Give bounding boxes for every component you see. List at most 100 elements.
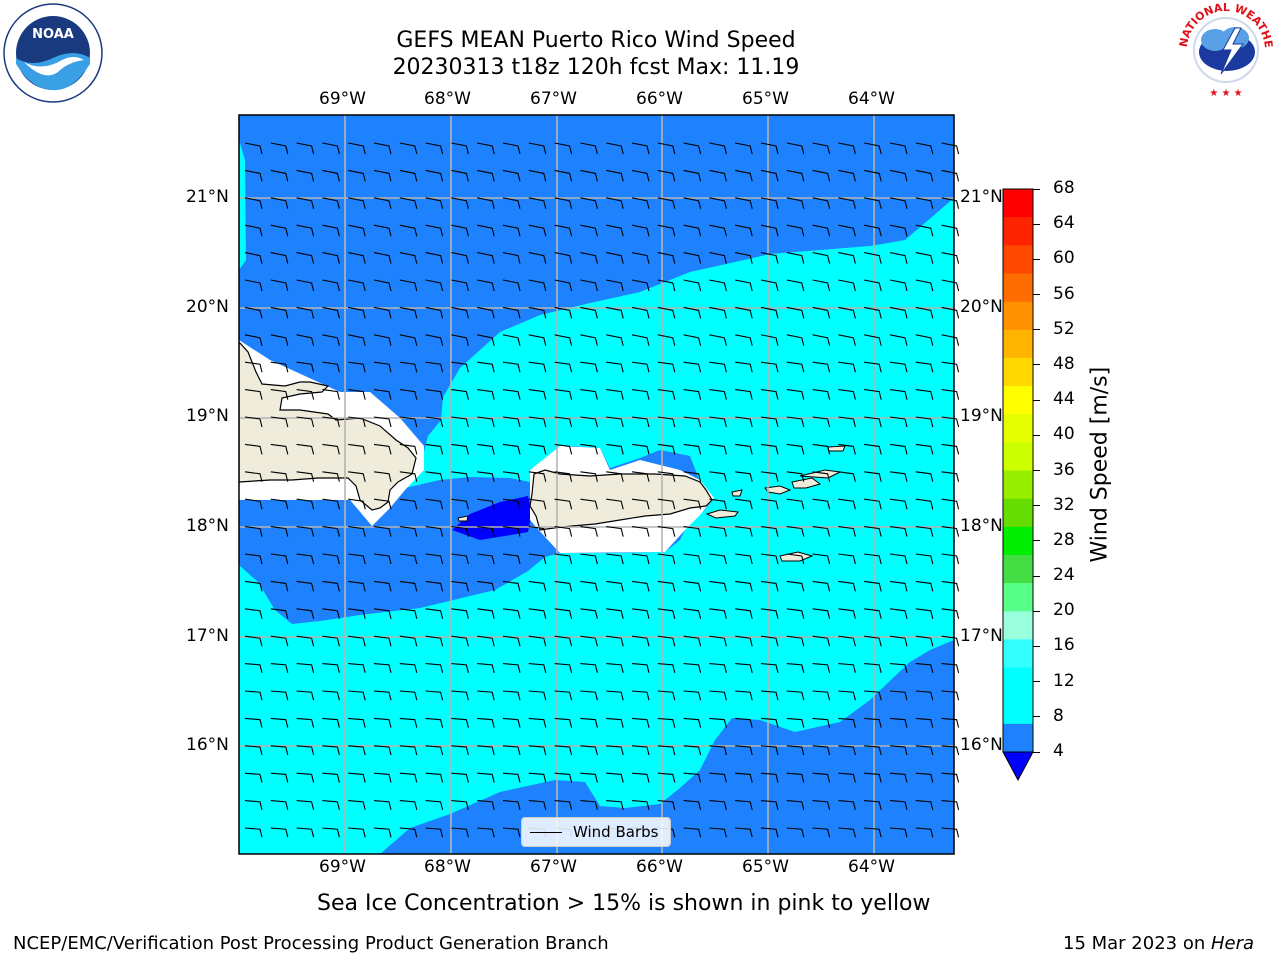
wind-barb xyxy=(580,279,598,292)
wind-barb xyxy=(270,389,289,400)
wind-barb xyxy=(322,635,340,647)
wind-barb xyxy=(373,443,392,455)
wind-barb xyxy=(812,443,831,455)
wind-barb xyxy=(502,169,521,182)
wind-barb xyxy=(889,580,908,592)
wind-barb xyxy=(296,745,315,756)
wind-barb xyxy=(580,690,598,701)
wind-barb xyxy=(915,306,934,319)
wind-barb xyxy=(296,142,315,155)
wind-barb xyxy=(606,334,624,346)
wind-barb xyxy=(709,416,727,428)
wind-barb xyxy=(580,361,598,373)
wind-barb xyxy=(838,635,856,647)
wind-barb xyxy=(838,361,856,373)
wind-barb xyxy=(760,279,779,292)
wind-barb xyxy=(399,827,418,838)
wind-barb xyxy=(580,443,598,455)
wind-barb xyxy=(709,800,727,810)
wind-barb xyxy=(296,608,315,619)
wind-barb xyxy=(786,224,805,237)
colorbar-segment xyxy=(1003,301,1033,331)
wind-barb xyxy=(348,608,366,619)
wind-barb xyxy=(889,717,908,728)
lon-label-top-68w: 68°W xyxy=(424,89,471,109)
wind-barb xyxy=(657,416,676,428)
wind-barb xyxy=(580,526,598,537)
hispaniola-land xyxy=(239,341,417,511)
wind-barb xyxy=(502,306,521,319)
wind-barb xyxy=(451,553,469,565)
wind-barb xyxy=(580,389,598,400)
wind-barb xyxy=(451,224,469,237)
wind-barb xyxy=(864,252,882,264)
wind-barb xyxy=(373,361,392,373)
wind-barb xyxy=(606,663,624,673)
wind-barb xyxy=(915,608,934,619)
wind-barb xyxy=(322,772,340,783)
wind-barb xyxy=(451,306,469,319)
wind-barb xyxy=(760,252,779,264)
wind-barb xyxy=(941,361,960,373)
colorbar-tick-mark xyxy=(1033,399,1040,401)
wind-barb xyxy=(399,361,418,373)
wind-barb xyxy=(838,553,856,565)
wind-barb xyxy=(296,800,315,810)
wind-barb xyxy=(373,334,392,346)
wind-barb xyxy=(399,334,418,346)
wind-barb xyxy=(244,224,263,237)
wind-barb xyxy=(296,498,315,510)
wind-barb xyxy=(735,169,753,182)
colorbar-segment xyxy=(1003,611,1033,640)
wind-barb xyxy=(606,580,624,592)
lat-label-left-20n: 20°N xyxy=(186,297,229,317)
wind-barb xyxy=(709,663,727,673)
wind-barb xyxy=(554,142,573,155)
wind-barb xyxy=(915,635,934,647)
wind-barb xyxy=(631,745,650,756)
wind-barb xyxy=(606,142,624,155)
wind-barb xyxy=(606,416,624,428)
wind-barb xyxy=(631,772,650,783)
wind-barb xyxy=(477,389,495,400)
colorbar-segment xyxy=(1003,723,1033,753)
footer-date: 15 Mar 2023 on Hera xyxy=(1063,933,1254,954)
wind-barb xyxy=(838,389,856,400)
wind-barb xyxy=(915,553,934,565)
wind-barb xyxy=(244,800,263,810)
colorbar-tick-mark xyxy=(1033,716,1040,718)
wind-barb xyxy=(889,635,908,647)
wind-barb xyxy=(657,745,676,756)
wind-barb xyxy=(606,745,624,756)
wind-barb xyxy=(812,252,831,264)
wind-barb xyxy=(760,553,779,565)
wind-barb xyxy=(838,827,856,838)
wind-barb xyxy=(296,827,315,838)
lon-label-bottom-68w: 68°W xyxy=(424,857,471,877)
wind-barb xyxy=(425,580,444,592)
lat-label-left-16n: 16°N xyxy=(186,735,229,755)
wind-barb xyxy=(373,169,392,182)
wind-barb xyxy=(915,498,934,510)
wind-barb xyxy=(528,197,547,209)
wind-barb xyxy=(786,279,805,292)
wind-barb xyxy=(296,471,315,482)
wind-barb xyxy=(760,361,779,373)
wind-barb xyxy=(348,306,366,319)
wind-barb xyxy=(348,498,366,510)
wind-barb xyxy=(631,361,650,373)
wind-barb xyxy=(760,334,779,346)
wind-barb xyxy=(889,827,908,838)
wind-barb xyxy=(735,635,753,647)
wind-barb xyxy=(502,334,521,346)
wind-barb xyxy=(683,772,702,783)
wind-barb xyxy=(941,608,960,619)
wind-barb xyxy=(838,334,856,346)
wind-barb xyxy=(528,745,547,756)
wind-barb xyxy=(631,306,650,319)
wind-barb xyxy=(477,252,495,264)
wind-barb xyxy=(786,197,805,209)
wind-barb xyxy=(657,443,676,455)
wind-barb xyxy=(348,800,366,810)
wind-barb xyxy=(864,663,882,673)
